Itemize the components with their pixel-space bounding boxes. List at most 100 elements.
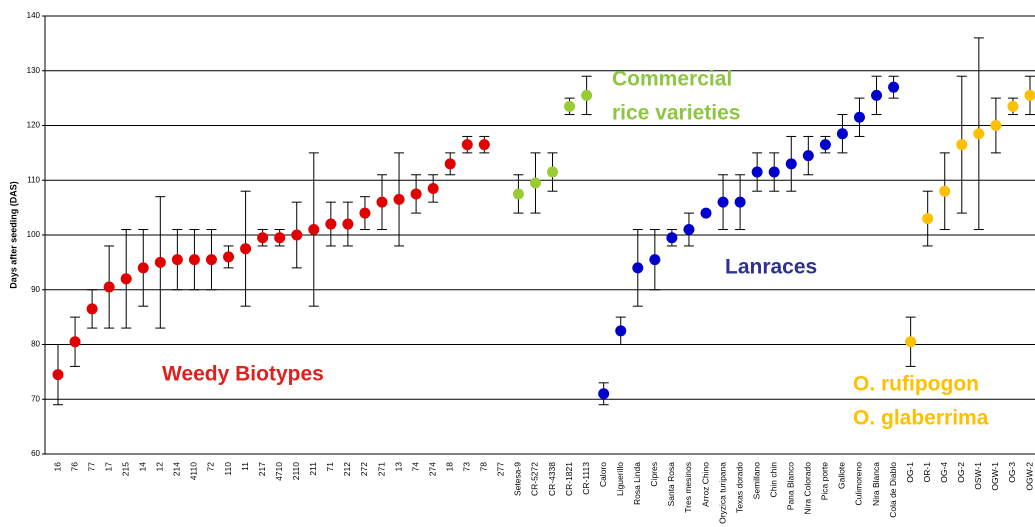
x-tick-label: 74: [410, 462, 420, 472]
annotation: O. glaberrima: [853, 407, 989, 430]
x-tick-label: 16: [52, 462, 62, 472]
x-tick-label: Rosa Linda: [632, 462, 642, 505]
data-point: [802, 150, 814, 162]
y-tick-label: 140: [27, 11, 41, 20]
data-point: [1007, 100, 1019, 112]
data-point: [103, 281, 115, 293]
x-tick-label: 277: [496, 462, 506, 476]
x-tick-label: 77: [86, 462, 96, 472]
x-tick-label: 211: [308, 462, 318, 476]
x-tick-label: OGW-1: [990, 462, 1000, 491]
data-point: [444, 158, 456, 170]
data-point: [427, 182, 439, 194]
x-tick-label: Texas dorado: [734, 462, 744, 513]
x-tick-label: 12: [155, 462, 165, 472]
data-point: [308, 224, 320, 236]
data-point: [632, 262, 644, 274]
x-tick-label: OG-4: [939, 462, 949, 483]
data-point: [478, 139, 490, 151]
y-tick-label: 110: [27, 175, 40, 184]
y-tick-label: 100: [27, 230, 41, 239]
x-tick-label: 72: [206, 462, 216, 472]
annotation: O. rufipogon: [853, 373, 979, 396]
x-tick-label: 17: [103, 462, 113, 472]
x-tick-label: 2110: [291, 462, 301, 481]
data-point: [529, 177, 541, 189]
data-point: [598, 388, 610, 400]
x-tick-label: Arroz Chino: [700, 462, 710, 507]
x-tick-label: OR-1: [922, 462, 932, 483]
y-tick-label: 60: [31, 449, 40, 458]
data-point: [649, 254, 661, 266]
data-point: [52, 369, 64, 381]
x-tick-label: 271: [376, 462, 386, 476]
data-point: [188, 254, 200, 266]
x-tick-label: 4710: [274, 462, 284, 481]
data-point: [973, 128, 985, 140]
data-point: [683, 224, 695, 236]
data-point: [69, 336, 81, 348]
y-tick-label: 130: [27, 66, 41, 75]
data-point: [768, 166, 780, 178]
x-tick-label: Oryzica turipana: [717, 462, 727, 524]
x-tick-label: OSW-1: [973, 462, 983, 490]
x-tick-label: 18: [444, 462, 454, 472]
data-point: [700, 207, 712, 219]
annotation: Commercial: [612, 68, 732, 91]
x-tick-label: Chin chin: [768, 462, 778, 498]
x-tick-label: Caloro: [598, 462, 608, 487]
x-tick-label: CR-1821: [564, 462, 574, 496]
data-point: [564, 100, 576, 112]
x-tick-label: Setesa-9: [513, 462, 523, 496]
x-tick-label: OG-2: [956, 462, 966, 483]
data-point: [734, 196, 746, 208]
x-tick-label: Gallote: [837, 462, 847, 489]
annotation: rice varieties: [612, 102, 740, 125]
data-point: [990, 120, 1002, 131]
y-axis-label: Days after seeding (DAS): [8, 181, 18, 289]
x-tick-label: 274: [427, 462, 437, 476]
x-tick-label: 13: [393, 462, 403, 472]
x-tick-label: CR-5272: [530, 462, 540, 496]
data-point: [171, 254, 183, 266]
x-tick-label: Cipres: [649, 462, 659, 487]
data-point: [410, 188, 422, 200]
data-point: [274, 232, 286, 244]
x-tick-label: Tres mesinos: [683, 462, 693, 513]
data-point: [871, 89, 883, 101]
x-tick-label: CR-1113: [581, 462, 591, 495]
data-point: [120, 273, 132, 285]
data-point: [939, 185, 951, 197]
data-point: [717, 196, 729, 208]
x-tick-label: 272: [359, 462, 369, 476]
data-point: [461, 139, 473, 151]
x-tick-label: Liguerillo: [615, 462, 625, 496]
x-tick-label: 14: [138, 462, 148, 472]
x-tick-label: CR-4338: [547, 462, 557, 496]
x-tick-label: OG-1: [905, 462, 915, 483]
data-point: [342, 218, 354, 230]
x-tick-label: Santa Rosa: [666, 462, 676, 507]
data-point: [615, 325, 627, 337]
data-point: [325, 218, 337, 230]
y-tick-label: 90: [31, 285, 40, 294]
data-point: [205, 254, 217, 266]
annotation: Lanraces: [725, 256, 817, 279]
y-tick-label: 120: [27, 121, 41, 130]
x-tick-label: OGW-2: [1024, 462, 1034, 491]
data-point: [257, 232, 269, 244]
data-point: [905, 336, 917, 348]
data-point: [223, 251, 235, 263]
data-point: [154, 256, 166, 268]
y-tick-label: 70: [31, 394, 40, 403]
x-tick-label: Pana Blanco: [786, 462, 796, 510]
x-tick-label: Cola de Diablo: [888, 462, 898, 518]
data-point: [956, 139, 968, 151]
x-tick-label: 76: [69, 462, 79, 472]
data-point: [393, 193, 405, 205]
data-point: [240, 243, 252, 255]
x-tick-label: 73: [462, 462, 472, 472]
x-tick-label: 215: [120, 462, 130, 476]
annotation: Weedy Biotypes: [162, 363, 324, 386]
